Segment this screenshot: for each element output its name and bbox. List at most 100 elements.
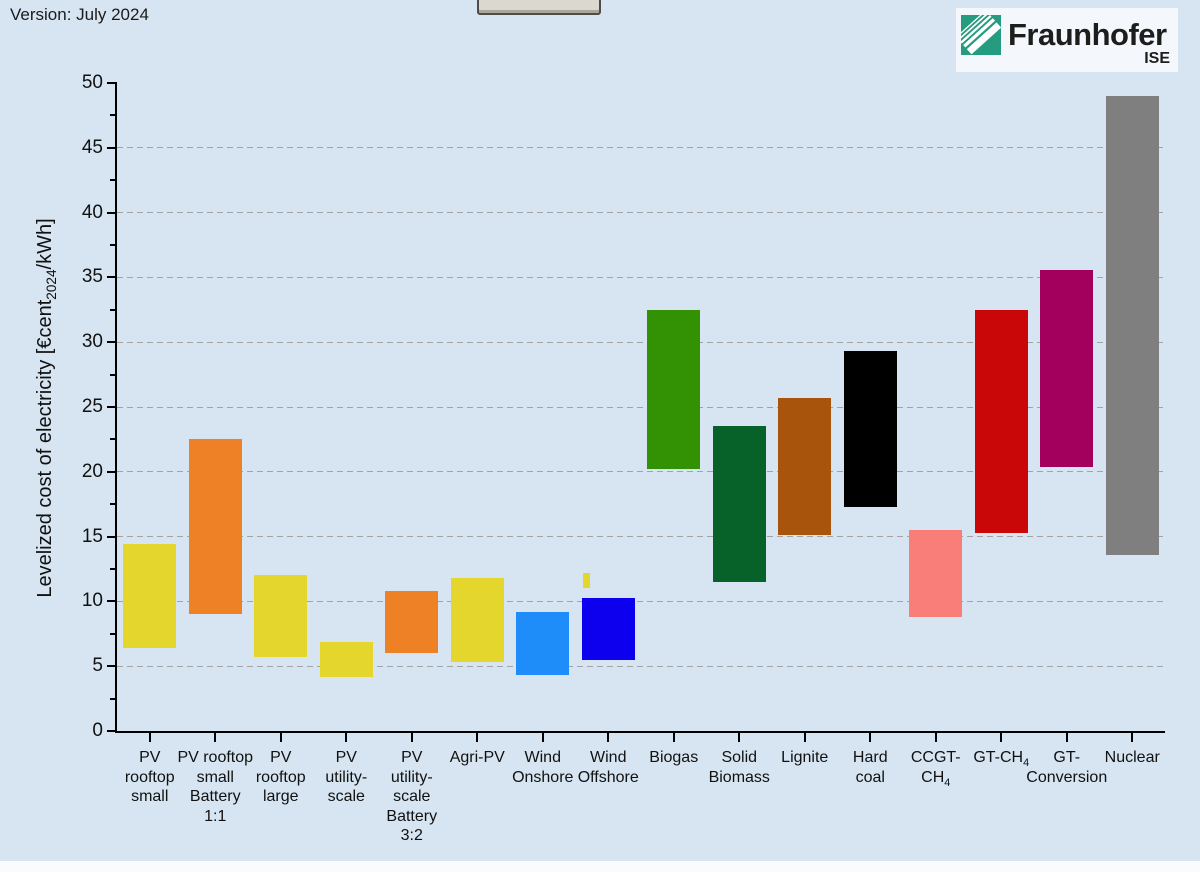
- y-tick-2.5: [110, 697, 115, 700]
- bar-biogas: [647, 309, 701, 470]
- bar-wind-onshore: [516, 611, 570, 676]
- gridline-40: [117, 212, 1165, 214]
- x-label-agri-pv: Agri-PV: [449, 749, 505, 766]
- y-tick-45: [107, 146, 115, 149]
- x-label-pv-utility-scale: PV utility-scale: [325, 749, 368, 805]
- gridline-30: [117, 341, 1165, 343]
- x-tick-biogas: [672, 733, 675, 742]
- gridline-5: [117, 665, 1165, 667]
- plot-area: 0 5 10 15 20 25 30 35 40 45 50 PV rooftop small PV roo…: [82, 72, 1165, 844]
- fraunhofer-logo: Fraunhofer ISE: [956, 8, 1178, 72]
- y-tick-label-35: 35: [81, 266, 103, 288]
- y-tick-label-0: 0: [92, 720, 103, 741]
- bar-gt-conversion: [1040, 269, 1094, 467]
- y-tick-40: [107, 211, 115, 214]
- x-label-nuclear: Nuclear: [1104, 749, 1160, 766]
- x-tick-agri-pv: [476, 733, 479, 742]
- y-axis-line: [115, 82, 117, 733]
- bar-ccgt-ch4: [909, 530, 963, 617]
- y-tick-label-50: 50: [81, 72, 103, 93]
- y-tick-42.5: [110, 179, 115, 182]
- y-tick-10: [107, 600, 115, 603]
- fraunhofer-logo-icon: [961, 15, 1001, 55]
- y-tick-25: [107, 406, 115, 408]
- y-tick-27.5: [110, 373, 115, 376]
- gridline-20: [117, 471, 1165, 473]
- bottom-edge-strip: [0, 861, 1200, 872]
- gridline-25: [117, 406, 1165, 408]
- x-tick-hard-coal: [869, 733, 872, 742]
- bar-agri-pv: [450, 578, 504, 663]
- x-tick-solid-biomass: [738, 733, 741, 742]
- y-tick-35: [107, 276, 115, 279]
- logo-institute-text: ISE: [1144, 50, 1170, 67]
- x-label-solid-biomass: Solid Biomass: [708, 749, 770, 786]
- bar-pv-utility-scale-battery-3-2: [385, 591, 439, 654]
- y-tick-label-25: 25: [81, 396, 103, 417]
- y-tick-17.5: [110, 503, 115, 506]
- bar-wind-offshore: [581, 597, 635, 660]
- version-label: Version: July 2024: [10, 5, 149, 24]
- y-axis-title: Levelized cost of electricity [€cent2024…: [34, 218, 59, 598]
- x-tick-pv-utility-scale: [345, 733, 348, 742]
- y-tick-30: [107, 341, 115, 344]
- y-tick-0: [107, 730, 115, 732]
- bar-lignite: [778, 397, 832, 536]
- y-tick-12.5: [110, 568, 115, 570]
- x-label-pv-rooftop-small: PV rooftop small: [124, 749, 175, 805]
- y-tick-22.5: [110, 438, 115, 441]
- x-tick-lignite: [803, 733, 806, 742]
- partial-toolbar-button[interactable]: [477, 0, 601, 15]
- bar-pv-rooftop-large: [254, 575, 308, 658]
- bar-solid-biomass: [712, 426, 766, 582]
- x-axis-line: [115, 731, 1165, 733]
- bar-nuclear: [1105, 95, 1159, 555]
- y-tick-label-15: 15: [81, 525, 103, 547]
- x-label-lignite: Lignite: [781, 749, 829, 766]
- x-label-biogas: Biogas: [649, 749, 699, 766]
- x-label-pv-rooftop-large: PV rooftop large: [255, 749, 306, 805]
- y-tick-20: [107, 470, 115, 473]
- x-label-gt-ch4: GT-CH4: [973, 749, 1030, 770]
- x-label-gt-conversion: GT- Conversion: [1026, 749, 1108, 786]
- gridline-10: [117, 600, 1165, 602]
- gridline-45: [117, 147, 1165, 149]
- x-tick-pv-utility-scale-battery-3-2: [410, 733, 413, 742]
- x-tick-ccgt-ch4: [934, 733, 937, 742]
- bar-gt-ch4: [974, 309, 1028, 533]
- y-tick-label-20: 20: [81, 460, 103, 482]
- x-label-wind-offshore: Wind Offshore: [577, 749, 639, 786]
- bar-hard-coal: [843, 351, 897, 507]
- y-tick-15: [107, 535, 115, 538]
- y-tick-label-45: 45: [81, 136, 103, 158]
- y-tick-label-10: 10: [81, 590, 103, 612]
- gridline-15: [117, 536, 1165, 538]
- gridline-35: [117, 276, 1165, 278]
- y-tick-50: [107, 82, 115, 84]
- bar-pv-rooftop-small-battery-1-1: [188, 439, 242, 615]
- x-label-pv-rooftop-small-battery-1-1: PV rooftop small Battery 1:1: [177, 749, 254, 825]
- x-tick-pv-rooftop-small: [148, 733, 151, 742]
- y-tick-32.5: [110, 308, 115, 311]
- x-tick-wind-offshore: [607, 733, 610, 742]
- logo-brand-text: Fraunhofer: [1008, 17, 1167, 52]
- y-tick-47.5: [110, 114, 115, 117]
- x-tick-wind-onshore: [541, 733, 544, 742]
- x-tick-nuclear: [1131, 733, 1134, 742]
- y-tick-label-30: 30: [81, 331, 103, 353]
- y-tick-7.5: [110, 632, 115, 635]
- x-label-wind-onshore: Wind Onshore: [512, 749, 574, 786]
- x-tick-gt-ch4: [1000, 733, 1003, 742]
- x-label-ccgt-ch4: CCGT- CH4: [910, 749, 961, 789]
- x-tick-gt-conversion: [1065, 733, 1068, 742]
- bar-pv-utility-scale: [319, 641, 373, 677]
- x-tick-pv-rooftop-large: [279, 733, 282, 742]
- y-tick-label-40: 40: [81, 201, 103, 223]
- marker-wind-offshore: [583, 572, 591, 589]
- y-tick-label-5: 5: [92, 655, 103, 677]
- y-tick-37.5: [110, 244, 115, 246]
- x-label-pv-utility-scale-battery-3-2: PV utility-scale Battery 3:2: [386, 749, 438, 844]
- x-tick-pv-rooftop-small-battery-1-1: [214, 733, 217, 742]
